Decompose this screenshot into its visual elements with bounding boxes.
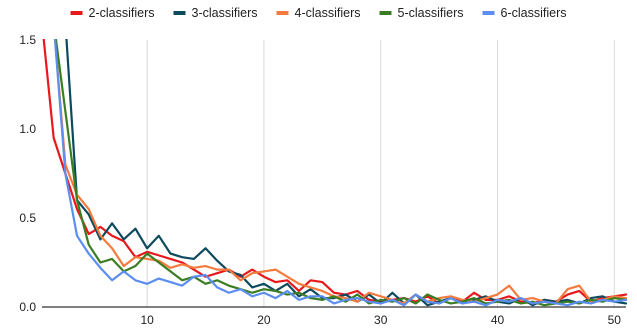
legend-item-4-classifiers: 4-classifiers: [276, 6, 361, 20]
y-tick-label: 1.0: [19, 122, 36, 136]
legend-label: 4-classifiers: [295, 6, 361, 20]
y-tick-label: 0.5: [19, 211, 36, 225]
x-tick-label: 30: [374, 313, 388, 327]
series-lines: [42, 39, 628, 307]
legend: 2-classifiers 3-classifiers 4-classifiers 5…: [70, 6, 567, 20]
legend-swatch: [70, 11, 83, 15]
y-tick-labels: 0.0 0.5 1.0 1.5: [19, 33, 36, 314]
legend-swatch: [173, 11, 186, 15]
legend-item-6-classifiers: 6-classifiers: [482, 6, 567, 20]
y-tick-label: 0.0: [19, 300, 36, 314]
legend-item-2-classifiers: 2-classifiers: [70, 6, 155, 20]
legend-label: 6-classifiers: [501, 6, 567, 20]
x-tick-label: 20: [257, 313, 271, 327]
x-tick-labels: 10 20 30 40 50: [140, 313, 621, 327]
series-line-6-classifiers: [53, 39, 628, 307]
legend-swatch: [379, 11, 392, 15]
series-line-4-classifiers: [53, 39, 628, 305]
legend-label: 3-classifiers: [192, 6, 258, 20]
legend-swatch: [482, 11, 495, 15]
legend-label: 5-classifiers: [398, 6, 464, 20]
x-tick-label: 10: [140, 313, 154, 327]
legend-item-3-classifiers: 3-classifiers: [173, 6, 258, 20]
legend-label: 2-classifiers: [89, 6, 155, 20]
legend-item-5-classifiers: 5-classifiers: [379, 6, 464, 20]
legend-swatch: [276, 11, 289, 15]
gridlines: [146, 40, 615, 307]
x-tick-label: 50: [608, 313, 622, 327]
y-tick-label: 1.5: [19, 33, 36, 47]
x-tick-label: 40: [491, 313, 505, 327]
